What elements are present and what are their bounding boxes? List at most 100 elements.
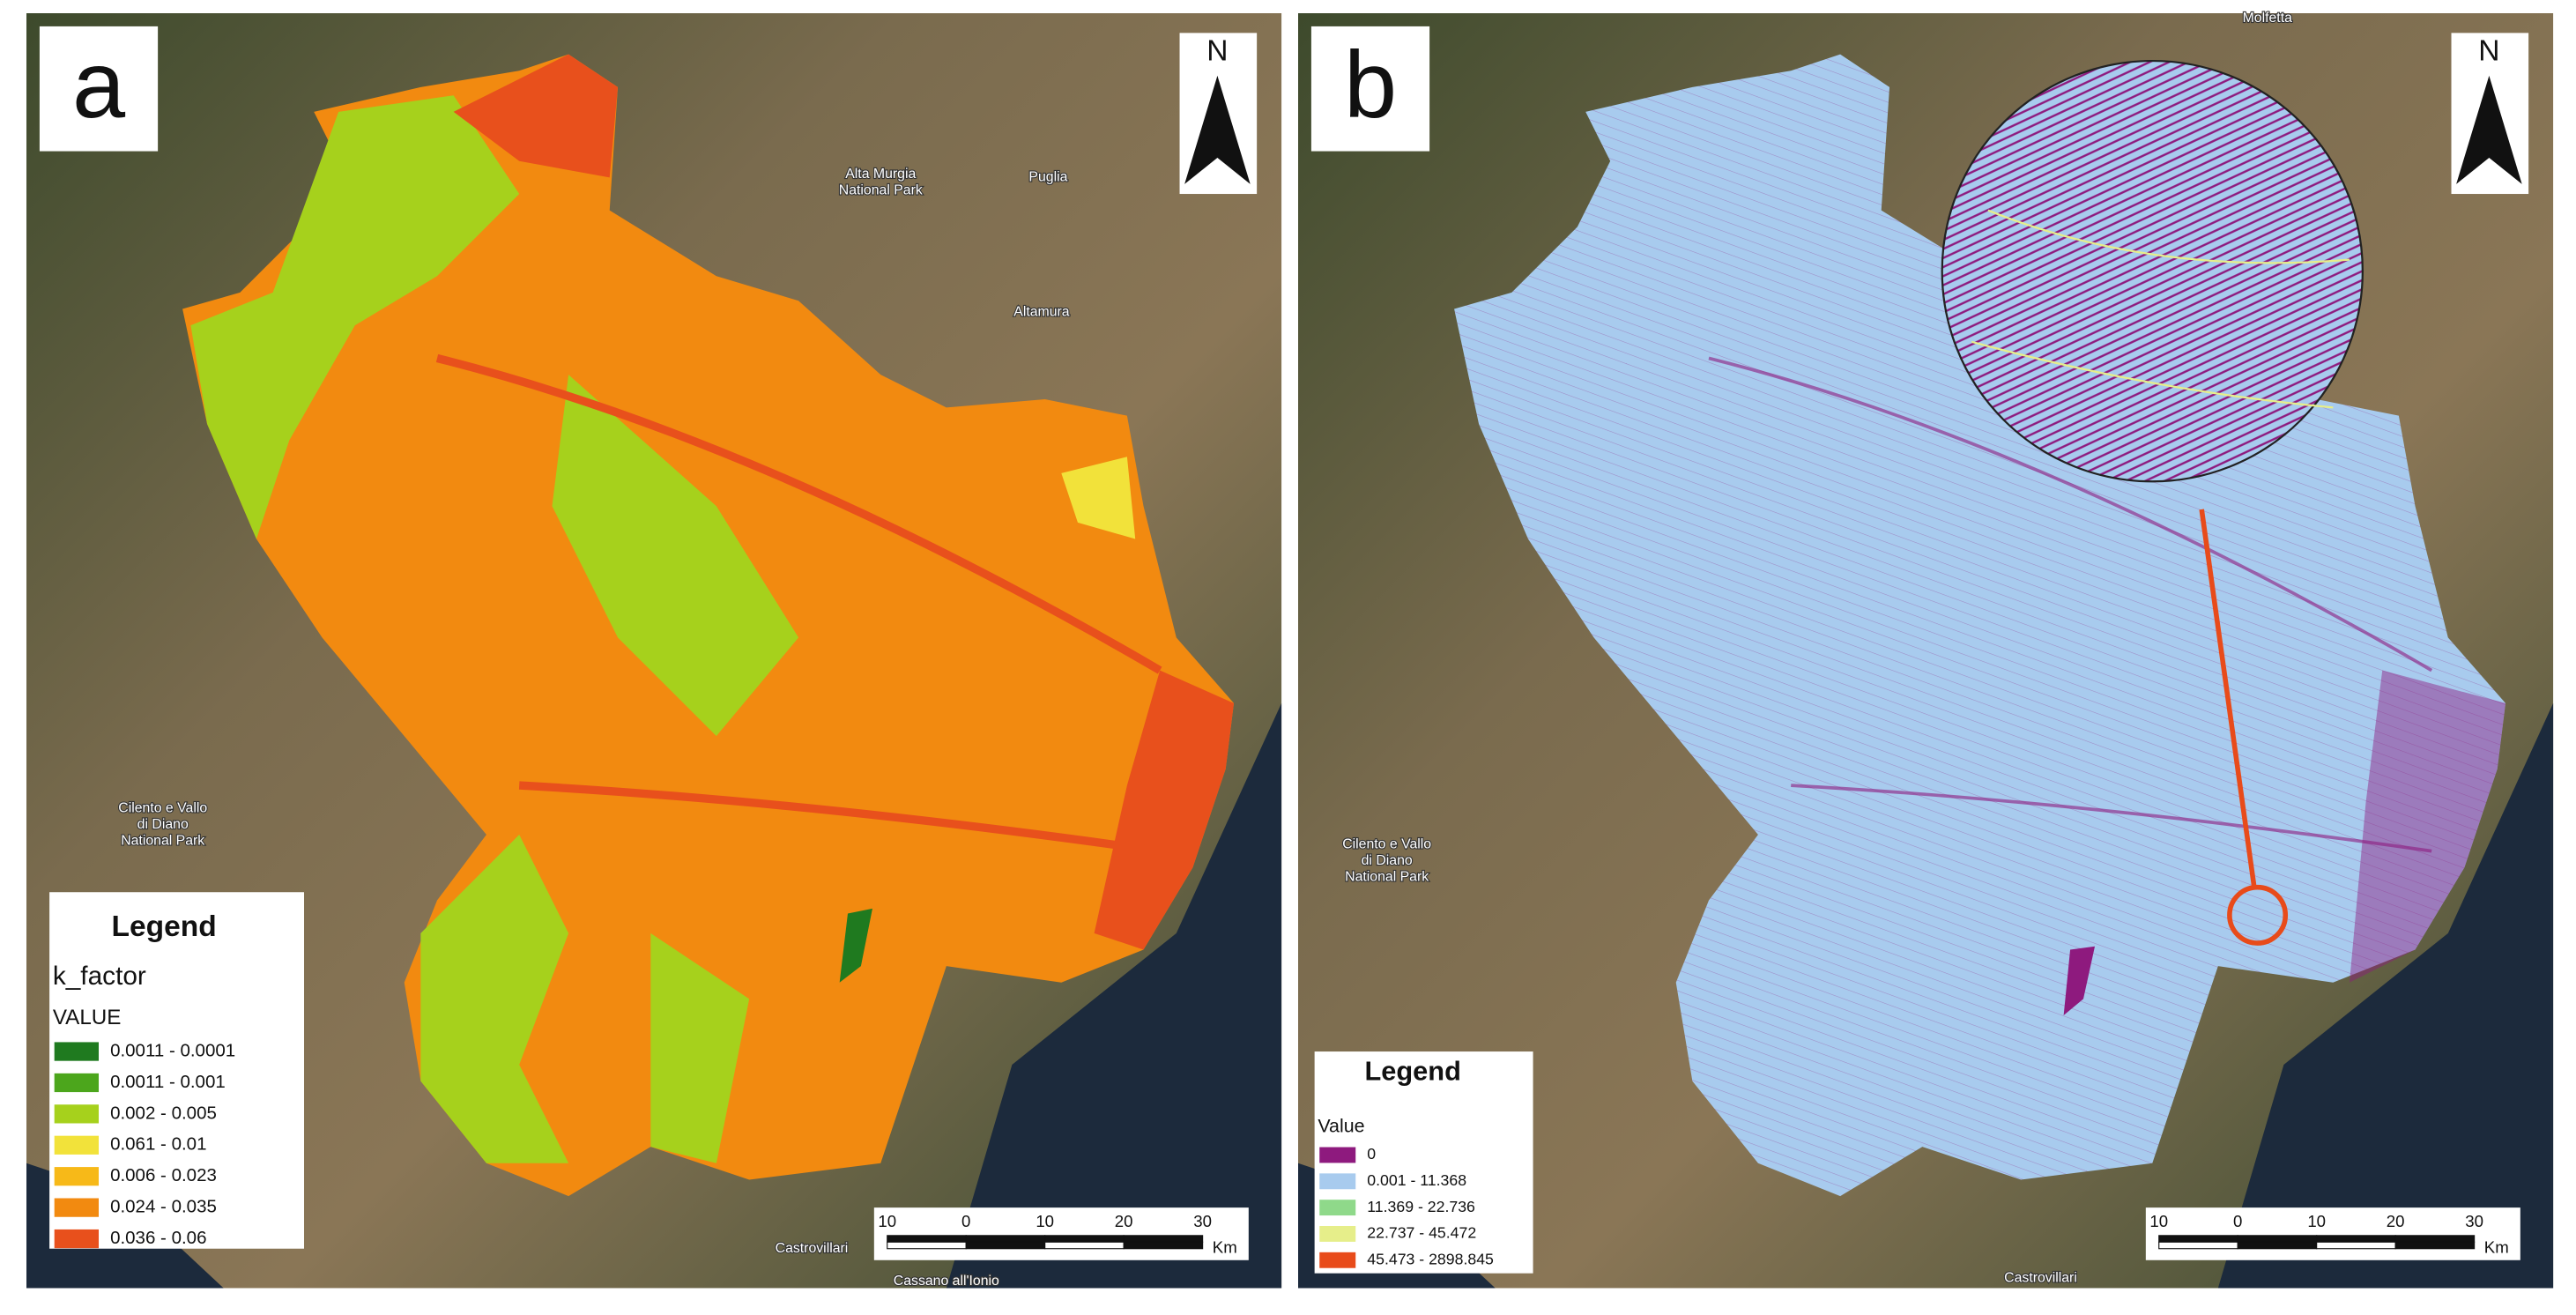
sea — [946, 702, 1282, 1289]
scale-segment — [2237, 1241, 2318, 1250]
scale-segment — [1123, 1235, 1204, 1243]
scale-tick-label: 10 — [878, 1212, 896, 1230]
scale-tick-label: 30 — [2465, 1212, 2483, 1230]
panel-label: a — [72, 31, 126, 137]
north-label: N — [2478, 35, 2499, 68]
legend-box — [49, 892, 305, 1249]
scale-segment — [2158, 1241, 2238, 1250]
green-zone — [650, 932, 750, 1163]
place-label: National Park — [121, 834, 204, 849]
legend-swatch — [54, 1229, 100, 1249]
place-label: Cassano all'Ionio — [894, 1274, 999, 1289]
legend-item-label: 0.061 - 0.01 — [110, 1134, 206, 1155]
scale-segment — [965, 1235, 1046, 1243]
scale-tick-label: 10 — [2149, 1212, 2168, 1230]
north-arrow — [1184, 75, 1251, 184]
legend-item-label: 0.002 - 0.005 — [110, 1103, 217, 1123]
map-panel: Molfetta Cilento e Vallo di Diano National … — [1298, 10, 2554, 1289]
legend-field: k_factor — [53, 962, 146, 991]
scale-segment — [2237, 1235, 2318, 1243]
place-label: National Park — [1345, 870, 1429, 885]
scale-unit: Km — [2484, 1238, 2509, 1257]
green-zone — [552, 375, 799, 737]
legend-swatch — [1319, 1252, 1356, 1268]
legend-item-label: 0.036 - 0.06 — [110, 1228, 206, 1248]
legend-item-label: 45.473 - 2898.845 — [1367, 1250, 1494, 1267]
scale-segment — [1123, 1241, 1204, 1250]
scale-tick-label: 30 — [1193, 1212, 1212, 1230]
place-label: Alta Murgia — [845, 167, 916, 182]
legend-item-label: 0.006 - 0.023 — [110, 1165, 217, 1185]
legend-item-label: 0.024 - 0.035 — [110, 1197, 217, 1217]
legend-swatch — [54, 1167, 100, 1186]
river — [1708, 356, 2433, 672]
legend-swatch — [1319, 1226, 1356, 1242]
scale-segment — [965, 1241, 1046, 1250]
yellow-zone — [1061, 457, 1136, 539]
place-label: National Park — [839, 182, 923, 197]
scale-tick-label: 20 — [2387, 1212, 2405, 1230]
lake — [839, 908, 872, 983]
legend-title: Legend — [1365, 1055, 1461, 1086]
zoom-inset — [1941, 59, 2364, 483]
scale-tick-label: 10 — [2307, 1212, 2326, 1230]
legend-swatch — [1319, 1173, 1356, 1190]
scale-tick-label: 10 — [1036, 1212, 1054, 1230]
red-zone — [453, 54, 619, 178]
legend-subtitle: Value — [1318, 1115, 1364, 1136]
legend-swatch — [54, 1042, 100, 1061]
river — [435, 353, 1162, 674]
legend-item-label: 0.0011 - 0.001 — [110, 1072, 226, 1092]
scale-segment — [1044, 1241, 1125, 1250]
panel-label-box — [1310, 26, 1430, 152]
place-label: Altamura — [1013, 304, 1070, 319]
river — [518, 781, 1161, 856]
legend-swatch — [1319, 1200, 1356, 1216]
scale-segment — [887, 1235, 967, 1243]
scale-segment — [2316, 1235, 2396, 1243]
place-label: di Diano — [137, 817, 189, 832]
place-label: Castrovillari — [2004, 1270, 2077, 1285]
scale-segment — [2394, 1241, 2476, 1250]
zoom-streaks — [1971, 209, 2350, 409]
scale-segment — [1044, 1235, 1125, 1243]
place-label: Cilento e Vallo — [1342, 836, 1431, 851]
sea — [2217, 702, 2554, 1289]
lake — [2063, 946, 2096, 1016]
zoom-marker — [2227, 884, 2289, 946]
legend-subtitle: VALUE — [53, 1006, 122, 1029]
north-arrow — [2456, 75, 2522, 184]
green-zone — [190, 95, 520, 539]
legend-item-label: 0.0011 - 0.0001 — [110, 1040, 235, 1060]
legend-swatch — [54, 1135, 100, 1155]
red-zone — [1094, 670, 1235, 950]
scale-segment — [2394, 1235, 2476, 1243]
scale-segment — [2158, 1235, 2238, 1243]
legend-item-label: 11.369 - 22.736 — [1367, 1198, 1475, 1215]
legend-item-label: 0.001 - 11.368 — [1367, 1171, 1466, 1189]
scale-segment — [2316, 1241, 2396, 1250]
place-label: Puglia — [1028, 170, 1067, 185]
legend-title: Legend — [111, 910, 216, 943]
panel-label-box — [39, 26, 159, 152]
scale-tick-label: 20 — [1115, 1212, 1133, 1230]
place-label: Cilento e Vallo — [118, 800, 207, 815]
coast-zone — [2349, 670, 2506, 983]
place-label: di Diano — [1362, 853, 1413, 868]
region — [1454, 54, 2506, 1197]
river — [1791, 784, 2432, 853]
legend-item-label: 0 — [1367, 1145, 1376, 1163]
scale-tick-label: 0 — [2233, 1212, 2242, 1230]
scale-tick-label: 0 — [961, 1212, 970, 1230]
legend-item-label: 22.737 - 45.472 — [1367, 1224, 1476, 1242]
scale-box — [2145, 1207, 2520, 1260]
panel-label: b — [1344, 31, 1397, 137]
legend-swatch — [54, 1073, 100, 1093]
scale-segment — [887, 1241, 967, 1250]
place-label: Castrovillari — [776, 1241, 849, 1256]
legend-swatch — [54, 1104, 100, 1124]
legend-swatch — [1319, 1147, 1356, 1163]
north-label: N — [1206, 35, 1228, 68]
